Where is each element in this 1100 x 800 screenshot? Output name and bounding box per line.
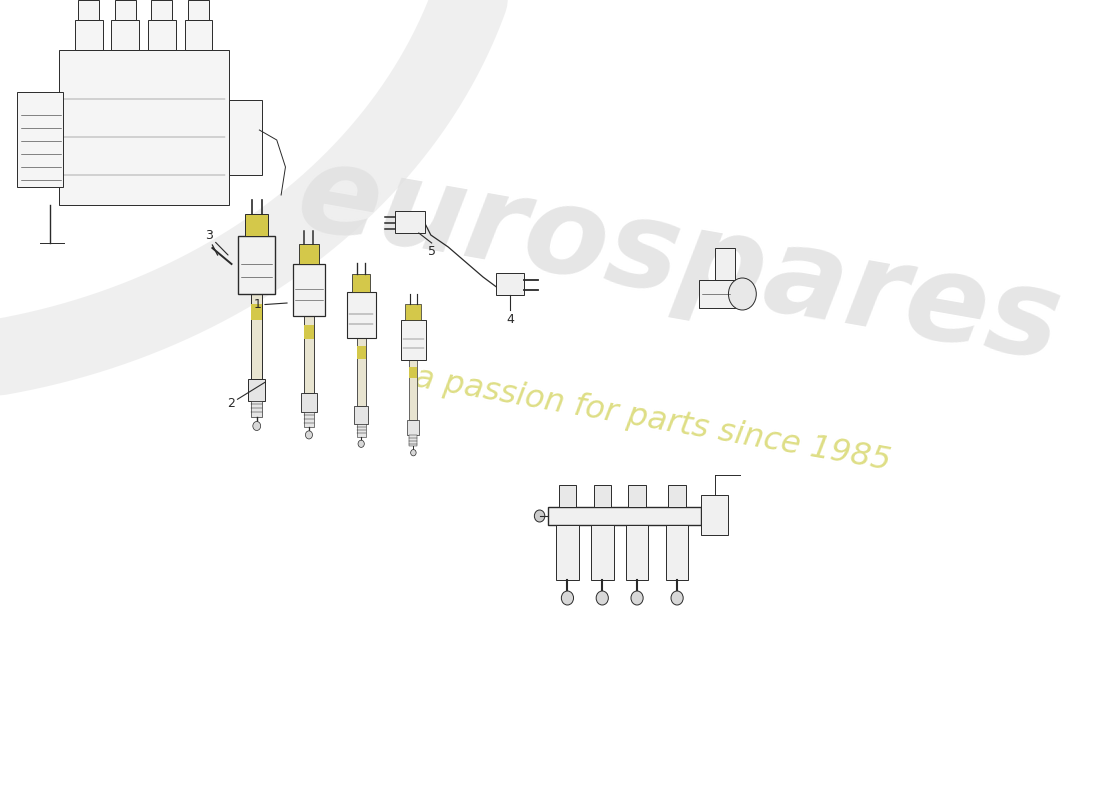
FancyBboxPatch shape [669,485,685,507]
FancyBboxPatch shape [152,0,173,20]
FancyBboxPatch shape [715,248,736,280]
Circle shape [631,591,644,605]
FancyBboxPatch shape [239,236,275,294]
FancyBboxPatch shape [557,525,579,580]
FancyBboxPatch shape [407,420,419,435]
Text: 2: 2 [227,382,265,410]
FancyBboxPatch shape [114,0,135,20]
Circle shape [535,510,544,522]
Text: 4: 4 [506,313,514,326]
FancyBboxPatch shape [188,0,209,20]
FancyBboxPatch shape [304,413,313,427]
FancyBboxPatch shape [59,50,229,205]
FancyBboxPatch shape [78,0,99,20]
FancyBboxPatch shape [666,525,689,580]
Bar [409,367,417,378]
FancyBboxPatch shape [400,320,426,360]
FancyBboxPatch shape [248,379,265,401]
Circle shape [358,440,364,447]
Text: 3: 3 [205,229,228,255]
Text: 1: 1 [254,298,287,311]
Bar [304,326,313,339]
FancyBboxPatch shape [356,424,365,437]
FancyBboxPatch shape [548,507,701,525]
Circle shape [728,278,757,310]
FancyBboxPatch shape [75,20,102,50]
FancyBboxPatch shape [406,304,421,320]
Circle shape [306,431,312,439]
FancyBboxPatch shape [301,393,317,413]
Text: eurospares: eurospares [288,135,1069,385]
FancyBboxPatch shape [395,211,425,233]
FancyBboxPatch shape [356,338,365,406]
FancyBboxPatch shape [148,20,176,50]
FancyBboxPatch shape [346,292,376,338]
FancyBboxPatch shape [251,294,263,379]
FancyBboxPatch shape [111,20,140,50]
Bar [251,304,263,319]
Text: a passion for parts since 1985: a passion for parts since 1985 [412,362,893,478]
Circle shape [671,591,683,605]
FancyBboxPatch shape [185,20,212,50]
FancyBboxPatch shape [701,495,728,535]
FancyBboxPatch shape [354,406,368,424]
FancyBboxPatch shape [591,525,614,580]
Text: 5: 5 [428,245,436,258]
FancyBboxPatch shape [409,360,417,420]
FancyBboxPatch shape [594,485,610,507]
Circle shape [410,450,416,456]
FancyBboxPatch shape [496,273,524,295]
FancyBboxPatch shape [299,244,319,264]
FancyBboxPatch shape [18,92,63,187]
Circle shape [561,591,573,605]
Bar [356,346,365,358]
FancyBboxPatch shape [628,485,646,507]
FancyBboxPatch shape [352,274,371,292]
FancyBboxPatch shape [698,280,736,308]
Circle shape [253,422,261,430]
FancyBboxPatch shape [626,525,648,580]
FancyBboxPatch shape [559,485,576,507]
FancyBboxPatch shape [304,316,313,393]
FancyBboxPatch shape [251,401,263,417]
FancyBboxPatch shape [245,214,268,236]
FancyBboxPatch shape [409,435,417,446]
Circle shape [596,591,608,605]
FancyBboxPatch shape [229,100,262,175]
FancyBboxPatch shape [293,264,326,316]
